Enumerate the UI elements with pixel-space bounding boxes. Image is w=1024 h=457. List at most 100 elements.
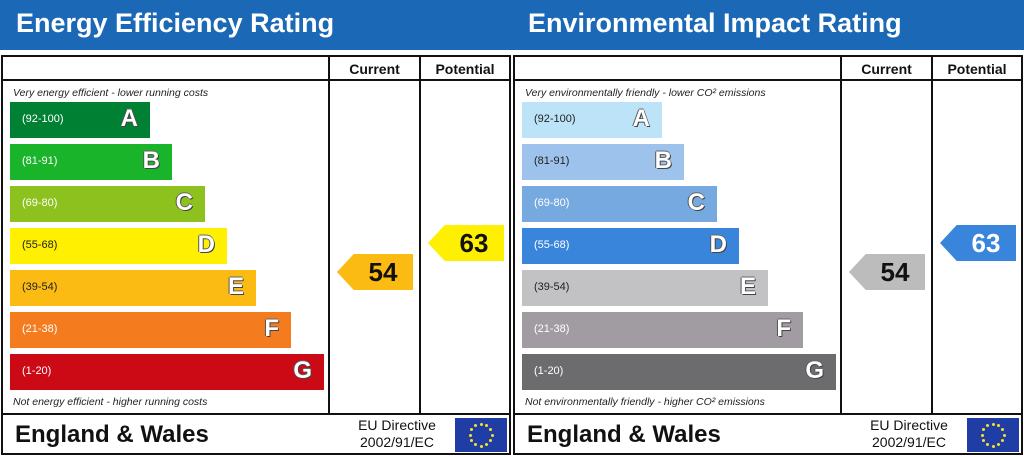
band-range: (39-54) <box>534 281 570 293</box>
title-band: Environmental Impact Rating <box>512 0 1024 50</box>
star-icon <box>1002 433 1006 437</box>
eu-directive: EU Directive 2002/91/EC <box>347 417 447 451</box>
energy-efficiency-panel: Energy Efficiency Rating Current Potenti… <box>0 0 512 455</box>
band-letter: E <box>739 273 756 300</box>
panel-title: Energy Efficiency Rating <box>16 8 335 38</box>
band-letter: E <box>227 273 244 300</box>
potential-rating-value: 63 <box>971 228 1001 258</box>
band-letter: G <box>293 357 312 384</box>
panel-title: Environmental Impact Rating <box>528 8 902 38</box>
column-divider <box>931 57 933 415</box>
star-icon <box>489 439 493 442</box>
star-icon <box>980 433 984 437</box>
band-range: (39-54) <box>22 281 58 293</box>
rating-band-e: (39-54) E <box>522 270 768 306</box>
star-icon <box>991 422 995 426</box>
directive-line1: EU Directive <box>358 417 436 433</box>
band-letter: G <box>805 357 824 384</box>
band-range: (92-100) <box>534 113 576 125</box>
star-icon <box>991 444 995 448</box>
star-icon <box>1001 428 1005 431</box>
band-letter: D <box>197 231 215 258</box>
rating-band-d: (55-68) D <box>10 228 227 264</box>
star-icon <box>474 443 477 447</box>
band-letter: A <box>120 105 138 132</box>
band-letter: C <box>175 189 193 216</box>
band-range: (92-100) <box>22 113 64 125</box>
directive-line2: 2002/91/EC <box>360 434 434 450</box>
band-letter: A <box>632 105 650 132</box>
arrow-shape <box>337 254 413 290</box>
band-letter: D <box>709 231 727 258</box>
star-icon <box>997 443 1000 447</box>
rating-band-b: (81-91) B <box>10 144 172 180</box>
potential-rating-arrow: 63 <box>428 225 504 261</box>
row-divider <box>3 413 509 415</box>
star-icon <box>479 444 483 448</box>
star-icon <box>981 428 985 431</box>
rating-band-a: (92-100) A <box>10 102 150 138</box>
band-range: (55-68) <box>534 239 570 251</box>
arrow-shape <box>940 225 1016 261</box>
eu-flag-icon <box>455 418 507 452</box>
eu-directive: EU Directive 2002/91/EC <box>859 417 959 451</box>
top-caption: Very environmentally friendly - lower CO… <box>525 87 766 99</box>
star-icon <box>469 439 473 442</box>
rating-band-e: (39-54) E <box>10 270 256 306</box>
bottom-caption: Not environmentally friendly - higher CO… <box>525 396 765 408</box>
directive-line2: 2002/91/EC <box>872 434 946 450</box>
potential-rating-arrow: 63 <box>940 225 1016 261</box>
rating-band-c: (69-80) C <box>10 186 205 222</box>
rating-band-g: (1-20) G <box>10 354 324 390</box>
current-rating-arrow: 54 <box>337 254 413 290</box>
rating-band-g: (1-20) G <box>522 354 836 390</box>
star-icon <box>469 428 473 431</box>
star-icon <box>485 423 488 427</box>
band-range: (55-68) <box>22 239 58 251</box>
current-rating-value: 54 <box>880 257 910 287</box>
directive-line1: EU Directive <box>870 417 948 433</box>
bottom-caption: Not energy efficient - higher running co… <box>13 396 208 408</box>
arrow-shape <box>428 225 504 261</box>
band-range: (81-91) <box>534 155 570 167</box>
star-icon <box>997 423 1000 427</box>
band-range: (1-20) <box>534 365 564 377</box>
star-icon <box>489 428 493 431</box>
star-icon <box>986 423 989 427</box>
top-caption: Very energy efficient - lower running co… <box>13 87 209 99</box>
arrow-shape <box>849 254 925 290</box>
rating-table: Current Potential Very energy efficient … <box>1 55 511 455</box>
rating-band-d: (55-68) D <box>522 228 739 264</box>
column-divider <box>840 57 842 415</box>
potential-rating-value: 63 <box>459 228 489 258</box>
region-label: England & Wales <box>15 421 209 448</box>
eu-flag-icon <box>967 418 1019 452</box>
star-icon <box>479 422 483 426</box>
star-icon <box>485 443 488 447</box>
band-range: (21-38) <box>534 323 570 335</box>
column-header-current: Current <box>861 61 912 77</box>
region-label: England & Wales <box>527 421 721 448</box>
title-band: Energy Efficiency Rating <box>0 0 512 50</box>
band-range: (21-38) <box>22 323 58 335</box>
band-letter: C <box>687 189 705 216</box>
band-letter: B <box>142 147 160 174</box>
star-icon <box>468 433 472 437</box>
band-range: (1-20) <box>22 365 52 377</box>
rating-band-a: (92-100) A <box>522 102 662 138</box>
band-letter: B <box>654 147 672 174</box>
rating-band-f: (21-38) F <box>522 312 803 348</box>
current-rating-arrow: 54 <box>849 254 925 290</box>
environmental-impact-panel: Environmental Impact Rating Current Pote… <box>512 0 1024 457</box>
column-header-potential: Potential <box>435 61 495 77</box>
star-icon <box>981 439 985 442</box>
star-icon <box>490 433 494 437</box>
row-divider <box>515 413 1021 415</box>
column-divider <box>328 57 330 415</box>
band-range: (69-80) <box>534 197 570 209</box>
current-rating-value: 54 <box>368 257 398 287</box>
band-letter: F <box>776 315 791 342</box>
rating-band-b: (81-91) B <box>522 144 684 180</box>
rating-table: Current Potential Very environmentally f… <box>513 55 1023 455</box>
star-icon <box>1001 439 1005 442</box>
